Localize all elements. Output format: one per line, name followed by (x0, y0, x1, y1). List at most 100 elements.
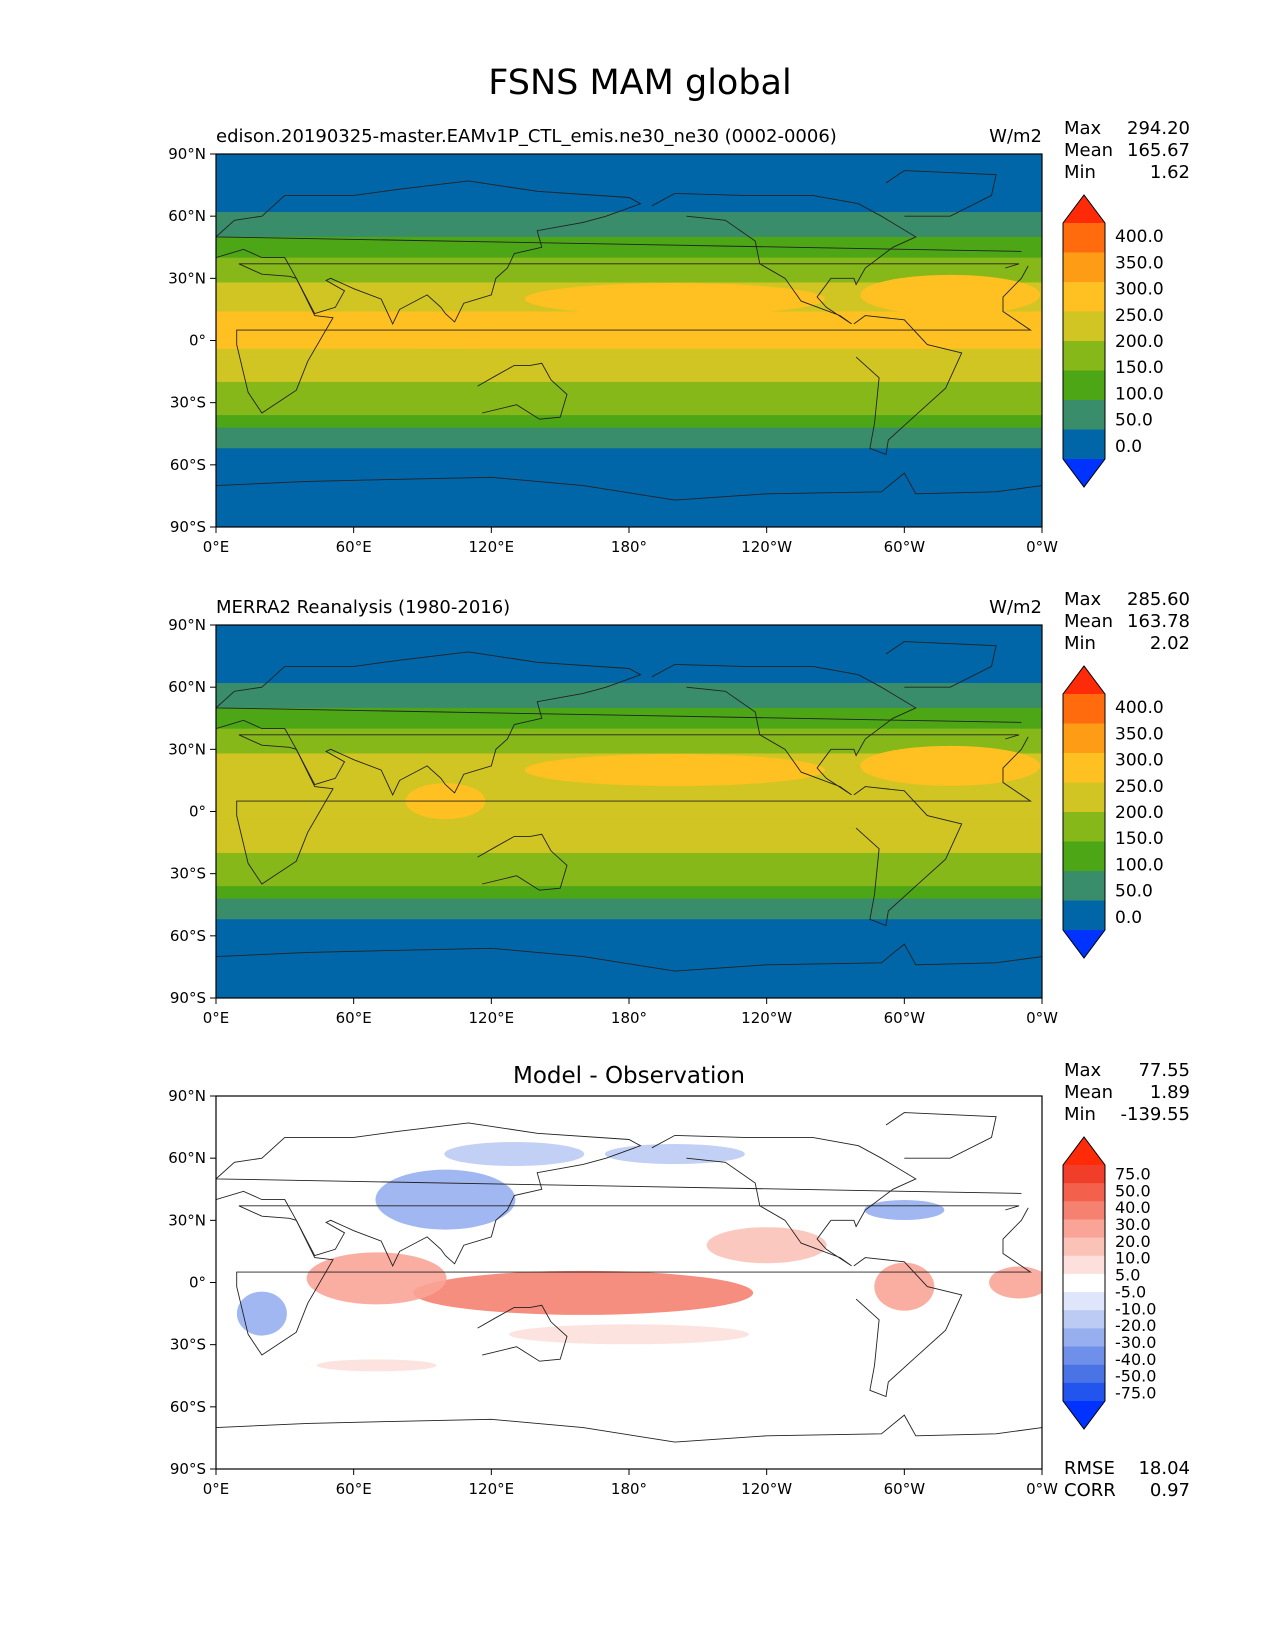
coastline (236, 1205, 1032, 1356)
x-tick-label: 0°W (1026, 1009, 1058, 1027)
panel-title: MERRA2 Reanalysis (1980-2016) (216, 597, 510, 618)
x-tick-label: 60°W (884, 538, 926, 556)
field-band (216, 670, 1042, 676)
colorbar-level-label: 400.0 (1115, 227, 1164, 247)
colorbar-extend-min (1063, 930, 1105, 958)
field-band (216, 497, 1042, 503)
y-tick-label: 90°S (170, 518, 206, 536)
field-band (216, 906, 1042, 912)
field-band (216, 968, 1042, 974)
colorbar-level-label: 50.0 (1115, 1181, 1151, 1200)
field-band (216, 158, 1042, 163)
field-band (216, 695, 1042, 701)
field-band (216, 502, 1042, 507)
field-band (216, 724, 1042, 730)
stat-value: 77.55 (1138, 1060, 1190, 1081)
coastline (216, 180, 1022, 325)
field-band (216, 216, 1042, 221)
field-band (216, 939, 1042, 945)
field-band (216, 641, 1042, 647)
rmse-value: 18.04 (1138, 1458, 1190, 1479)
colorbar-segment (1063, 429, 1105, 460)
map-panel-1: edison.20190325-master.EAMv1P_CTL_emis.n… (168, 118, 1190, 556)
panel-units: W/m2 (989, 126, 1042, 147)
field-band (216, 745, 1042, 750)
field-band (216, 811, 1042, 817)
field-band (216, 456, 1042, 462)
field-patch (306, 1252, 447, 1305)
colorbar-segment (1063, 1346, 1105, 1366)
colorbar-segment (1063, 871, 1105, 901)
y-tick-label: 0° (189, 332, 206, 350)
colorbar-segment (1063, 841, 1105, 872)
colorbar-segment (1063, 1310, 1105, 1329)
colorbar-segment (1063, 900, 1105, 931)
field-band (216, 493, 1042, 499)
field-patch (604, 1144, 745, 1165)
x-tick-label: 180° (611, 538, 647, 556)
x-tick-label: 60°W (884, 1480, 926, 1498)
x-tick-label: 60°E (336, 538, 372, 556)
field-band (216, 506, 1042, 512)
field-band (216, 973, 1042, 978)
colorbar-outline (1062, 1136, 1106, 1430)
field-band (216, 985, 1042, 991)
colorbar-segment (1063, 753, 1105, 783)
colorbar-level-label: -10.0 (1115, 1299, 1156, 1318)
colorbar-extend-max (1063, 195, 1105, 223)
coastline (651, 663, 917, 796)
field-band (216, 927, 1042, 933)
colorbar-level-label: 10.0 (1115, 1249, 1151, 1268)
panel-units: W/m2 (989, 597, 1042, 618)
field-band (216, 344, 1042, 350)
coastline (216, 472, 1042, 501)
colorbar-level-label: 300.0 (1115, 280, 1164, 300)
colorbar-level-label: 250.0 (1115, 306, 1164, 326)
field-band (216, 199, 1042, 205)
field-band (216, 678, 1042, 684)
field-band (216, 977, 1042, 983)
coastline (216, 943, 1042, 972)
coastline (477, 833, 568, 891)
field-band (216, 915, 1042, 920)
x-tick-label: 120°E (469, 1480, 515, 1498)
field-band (216, 674, 1042, 680)
colorbar-segment (1063, 1328, 1105, 1348)
coastline (853, 786, 963, 927)
x-tick-label: 180° (611, 1009, 647, 1027)
field-band (216, 645, 1042, 651)
colorbar-segment (1063, 1382, 1105, 1402)
y-tick-label: 90°N (168, 145, 206, 163)
corr-value: 0.97 (1150, 1480, 1190, 1501)
colorbar-segment (1063, 694, 1105, 724)
field-band (216, 894, 1042, 900)
field-band (216, 377, 1042, 383)
y-tick-label: 90°S (170, 1460, 206, 1478)
field-band (216, 203, 1042, 209)
colorbar: 0.0 50.0 100.0 150.0 200.0 250.0 300.0 350.0 400… (1062, 665, 1164, 959)
field-band (216, 191, 1042, 197)
field-band (216, 431, 1042, 437)
field-band (216, 649, 1042, 655)
field-band (216, 786, 1042, 792)
x-tick-label: 0°E (203, 1009, 230, 1027)
field-band (216, 948, 1042, 954)
colorbar-level-label: -50.0 (1115, 1367, 1156, 1386)
field-band (216, 423, 1042, 429)
x-tick-label: 120°E (469, 1009, 515, 1027)
colorbar-segment (1063, 1183, 1105, 1202)
field-band (216, 232, 1042, 238)
y-tick-label: 60°N (168, 207, 206, 225)
field-band (216, 390, 1042, 395)
field-band (216, 857, 1042, 862)
coastline (236, 263, 1032, 414)
colorbar-segment (1063, 282, 1105, 312)
field-band (216, 477, 1042, 483)
field-band (216, 902, 1042, 908)
coastline (651, 1134, 917, 1267)
field-band (216, 332, 1042, 337)
y-tick-label: 0° (189, 1274, 206, 1292)
y-tick-label: 30°N (168, 1211, 206, 1229)
field-band (216, 629, 1042, 634)
field-band (216, 415, 1042, 420)
